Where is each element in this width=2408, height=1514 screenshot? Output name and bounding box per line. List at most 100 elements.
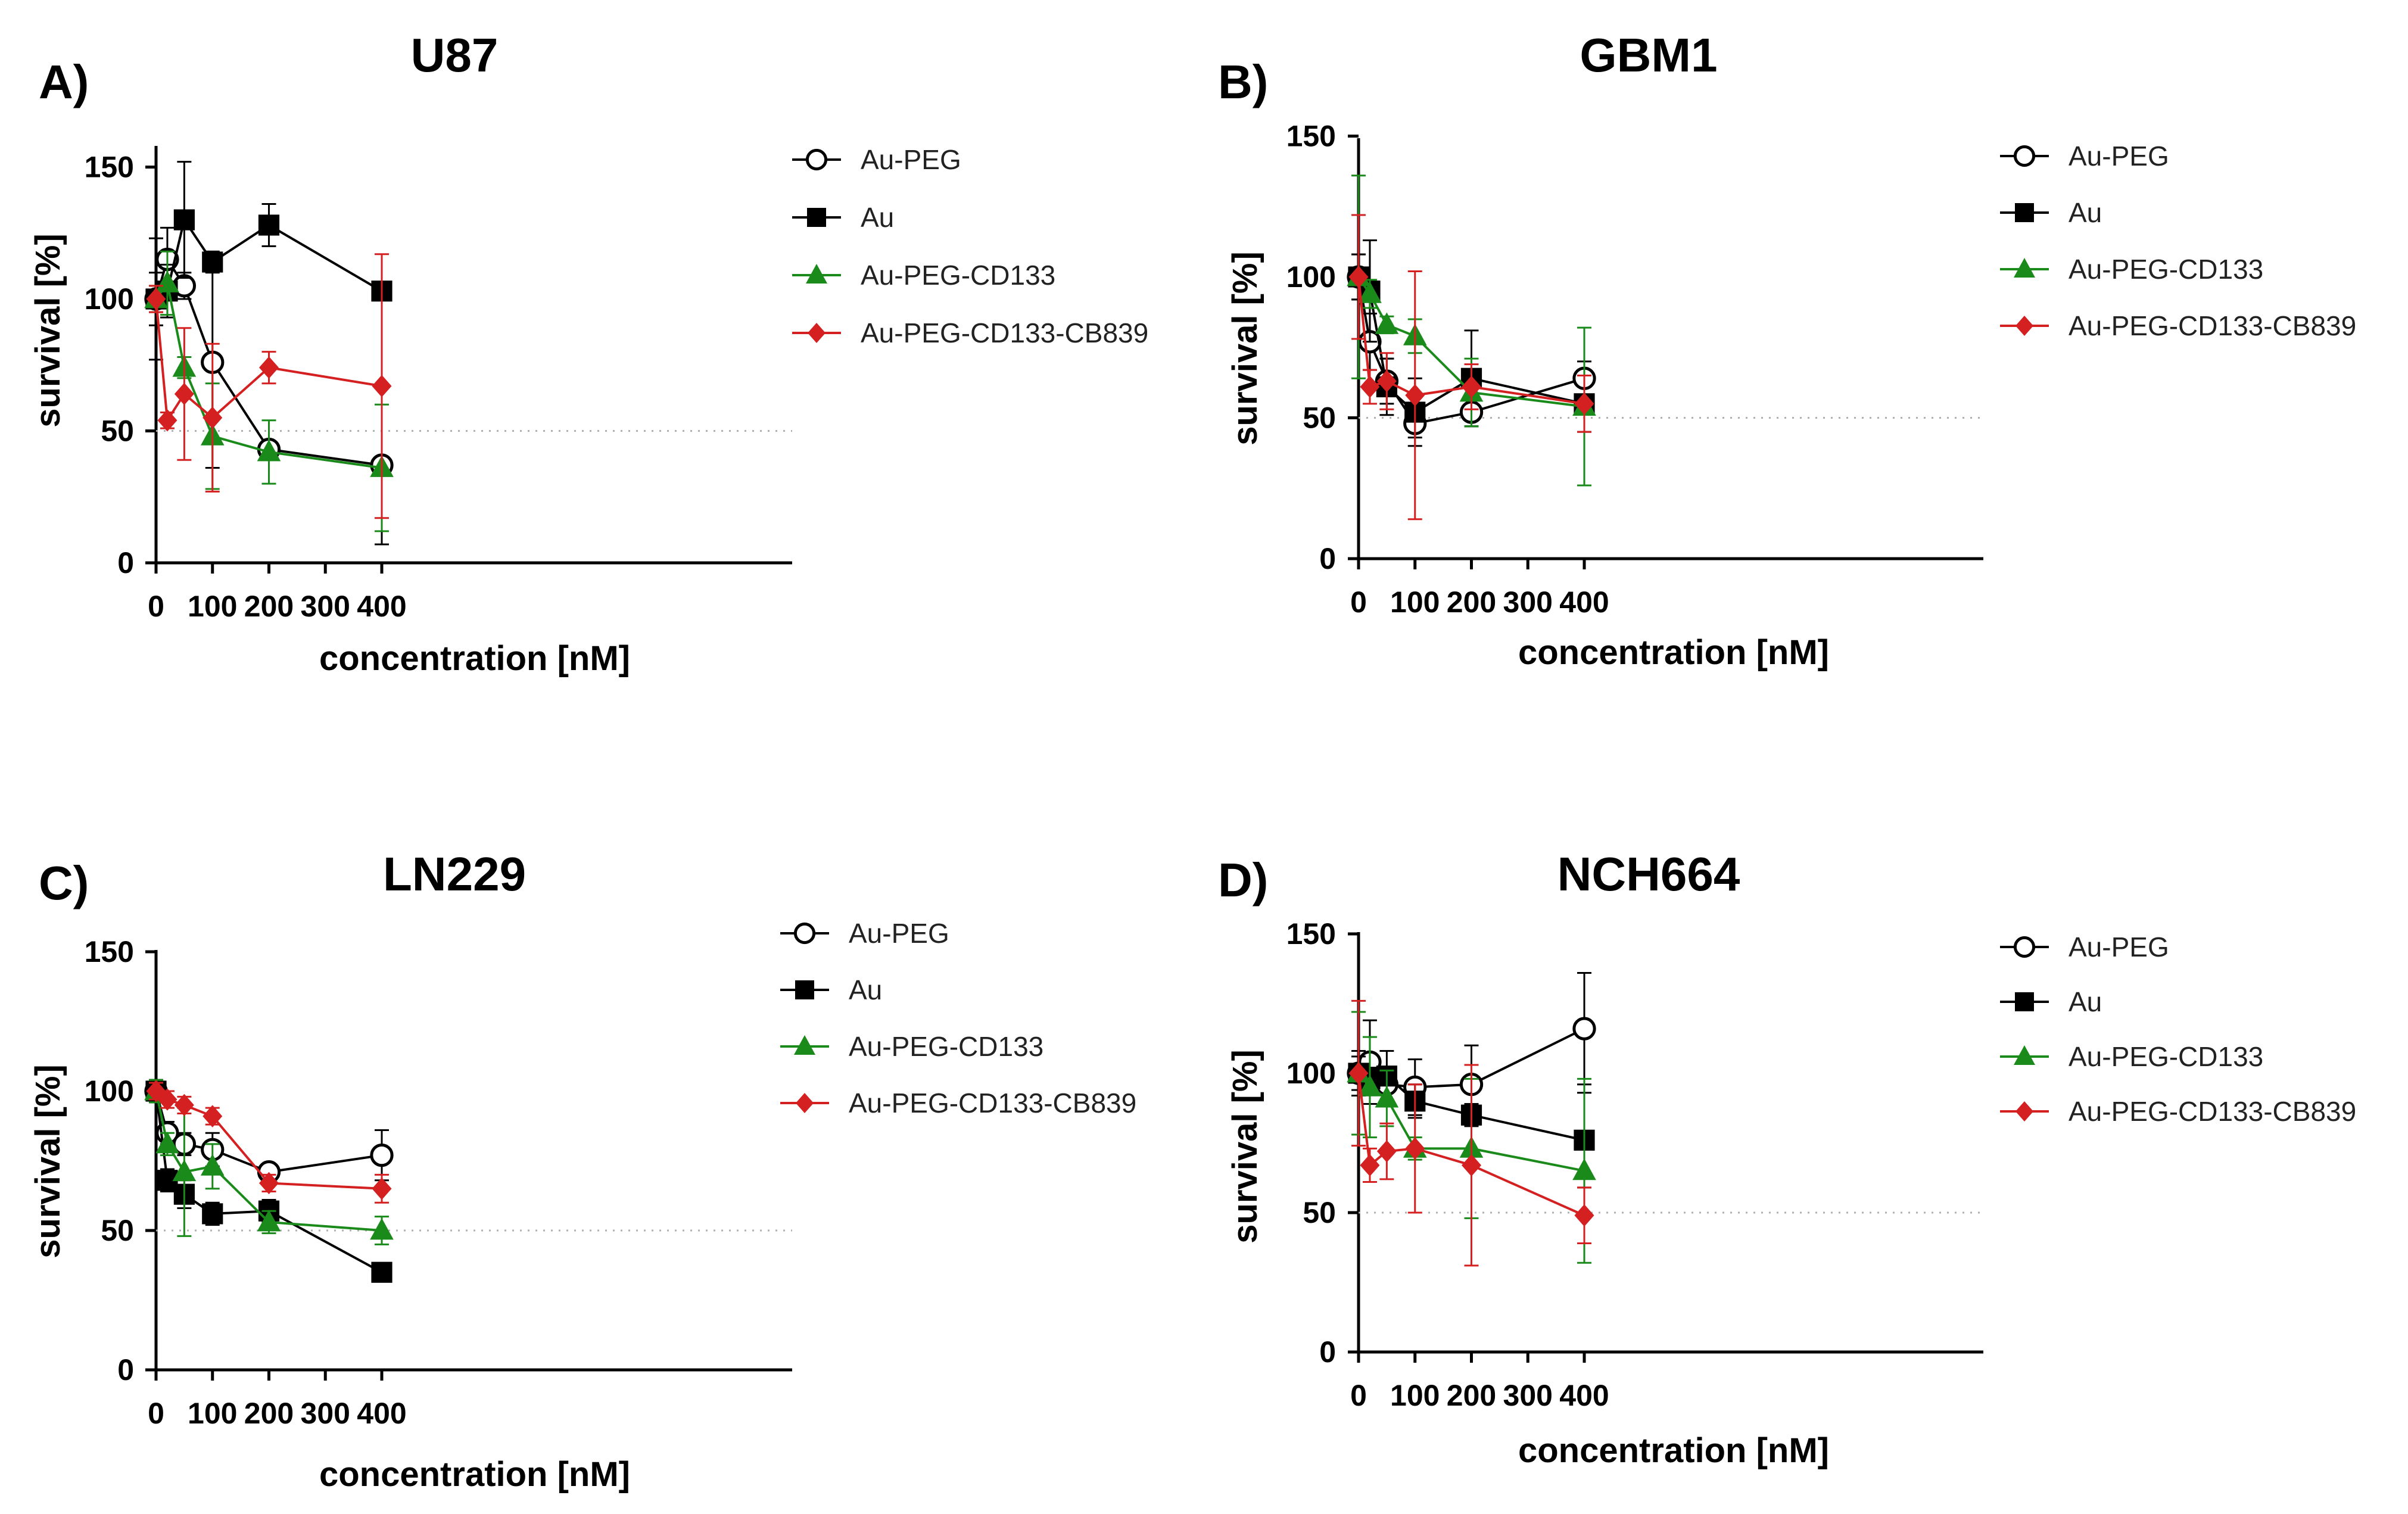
data-point xyxy=(372,375,392,397)
series-line xyxy=(1357,276,1585,405)
legend-label: Au xyxy=(2069,986,2102,1017)
data-point xyxy=(1358,281,1382,303)
data-point xyxy=(173,209,195,230)
legend: Au-PEG Au Au-PEG-CD133 Au-PEG-CD133-CB83… xyxy=(2000,141,2356,341)
legend-marker xyxy=(794,1035,815,1055)
y-axis-label: survival [%] xyxy=(1226,251,1264,446)
plot-area xyxy=(144,146,792,574)
legend-label: Au xyxy=(2069,197,2102,228)
y-tick-label: 0 xyxy=(117,546,134,580)
data-point xyxy=(372,1177,392,1200)
panel-title: U87 xyxy=(411,29,499,82)
series-au-peg-cd133-cb839 xyxy=(1348,999,1594,1267)
panel-letter: A) xyxy=(39,55,89,108)
series-au-peg-cd133-cb839 xyxy=(146,253,392,519)
series-line xyxy=(155,1091,382,1273)
panel-title: GBM1 xyxy=(1580,29,1717,82)
legend-label: Au-PEG-CD133 xyxy=(2069,1041,2263,1072)
x-tick-label: 400 xyxy=(357,590,406,623)
y-tick-label: 0 xyxy=(1319,542,1336,575)
legend-marker xyxy=(2013,936,2036,958)
y-tick-label: 150 xyxy=(1286,917,1336,951)
data-point xyxy=(257,1210,281,1232)
legend-label: Au-PEG xyxy=(2069,932,2169,962)
legend-marker xyxy=(805,148,828,171)
plot-area xyxy=(1347,932,1983,1363)
series-au-peg-cd133-cb839 xyxy=(146,1080,392,1204)
legend-label: Au-PEG-CD133 xyxy=(849,1031,1043,1062)
series-line xyxy=(1357,1073,1585,1217)
panel-letter: C) xyxy=(39,856,89,909)
legend-label: Au-PEG-CD133 xyxy=(861,260,1055,291)
panel-c: C) LN229 survival [%] concentration [nM]… xyxy=(29,848,1136,1494)
legend-marker xyxy=(807,208,826,227)
data-point xyxy=(1574,392,1594,415)
legend-marker xyxy=(793,922,816,945)
x-tick-label: 0 xyxy=(1350,585,1367,619)
data-point xyxy=(174,382,194,406)
y-axis-label: survival [%] xyxy=(1226,1049,1264,1244)
x-axis-label: concentration [nM] xyxy=(319,1455,630,1494)
data-point xyxy=(1375,1086,1399,1108)
x-tick-label: 300 xyxy=(1503,585,1553,619)
panel-a: A) U87 survival [%] concentration [nM] 0… xyxy=(29,29,1148,678)
data-point xyxy=(157,1088,177,1111)
x-tick-label: 400 xyxy=(1559,1379,1609,1412)
tick-group: 0 100 200 300 400 0 50 100 150 xyxy=(1286,120,1609,619)
data-point xyxy=(1574,1204,1594,1227)
y-tick-label: 50 xyxy=(1303,1196,1336,1229)
data-point xyxy=(370,1218,394,1240)
data-point xyxy=(1376,370,1397,392)
y-tick-label: 150 xyxy=(1286,120,1336,153)
data-point xyxy=(200,1154,225,1176)
y-tick-label: 150 xyxy=(85,935,134,968)
x-axis-label: concentration [nM] xyxy=(319,639,630,678)
data-point xyxy=(1360,1154,1380,1177)
legend-marker xyxy=(2014,258,2035,278)
x-tick-label: 200 xyxy=(244,1397,294,1430)
y-tick-label: 100 xyxy=(85,1074,134,1108)
x-tick-label: 100 xyxy=(188,590,237,623)
x-tick-label: 200 xyxy=(1447,1379,1496,1412)
data-point xyxy=(257,440,281,462)
y-tick-label: 50 xyxy=(101,1214,134,1247)
y-tick-label: 0 xyxy=(1319,1335,1336,1369)
legend-marker xyxy=(795,980,814,999)
legend-marker xyxy=(2016,316,2033,336)
x-tick-label: 200 xyxy=(244,590,294,623)
y-axis-label: survival [%] xyxy=(29,233,67,428)
y-tick-label: 50 xyxy=(1303,401,1336,435)
legend-label: Au xyxy=(861,202,894,233)
panel-title: LN229 xyxy=(383,848,526,901)
legend-marker xyxy=(808,323,825,343)
legend-label: Au-PEG-CD133-CB839 xyxy=(2069,310,2356,341)
data-point xyxy=(370,1143,394,1167)
data-point xyxy=(371,1261,392,1283)
data-point xyxy=(157,409,177,432)
x-tick-label: 400 xyxy=(357,1397,406,1430)
data-point xyxy=(203,406,223,429)
panel-letter: B) xyxy=(1218,55,1268,108)
data-point xyxy=(1462,1154,1481,1177)
data-point xyxy=(259,1172,279,1195)
legend-marker xyxy=(806,264,827,284)
y-tick-label: 0 xyxy=(117,1353,134,1387)
data-point xyxy=(202,251,223,273)
data-point xyxy=(146,288,166,310)
legend: Au-PEG Au Au-PEG-CD133 Au-PEG-CD133-CB83… xyxy=(792,144,1148,348)
data-point xyxy=(155,270,179,292)
data-point xyxy=(259,356,279,379)
legend: Au-PEG Au Au-PEG-CD133 Au-PEG-CD133-CB83… xyxy=(2000,932,2356,1127)
tick-group: 0 100 200 300 400 0 50 100 150 xyxy=(85,151,407,624)
legend-label: Au-PEG-CD133-CB839 xyxy=(861,317,1148,348)
data-point xyxy=(172,1159,197,1182)
data-point xyxy=(1358,1074,1382,1096)
x-tick-label: 100 xyxy=(1390,1379,1440,1412)
legend-label: Au-PEG xyxy=(2069,141,2169,172)
tick-group: 0 100 200 300 400 0 50 100 150 xyxy=(1286,917,1609,1412)
data-point xyxy=(1405,1137,1425,1160)
data-point xyxy=(1375,312,1399,334)
data-point xyxy=(155,1132,179,1154)
series-line xyxy=(155,298,382,424)
